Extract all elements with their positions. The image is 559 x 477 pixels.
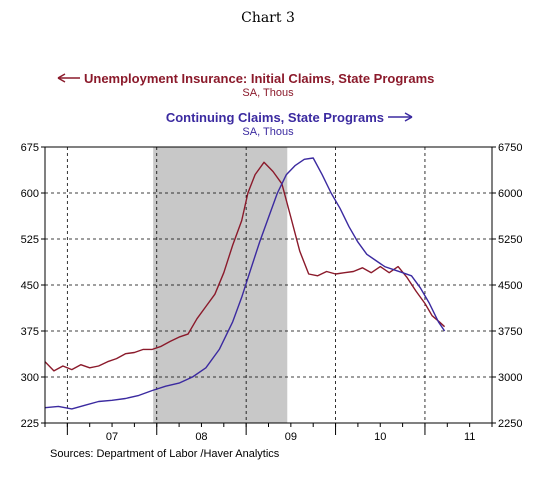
chart-title: Chart 3 <box>241 10 295 26</box>
y-right-tick-label: 2250 <box>498 418 522 430</box>
legend-continuing-claims: Continuing Claims, State Programs SA, Th… <box>166 110 413 138</box>
y-left-tick-label: 450 <box>21 280 39 292</box>
y-left-tick-label: 300 <box>21 372 39 384</box>
x-tick-label: 09 <box>285 431 297 443</box>
series-initial-claims-line <box>44 161 446 372</box>
legend-arrowhead-left <box>57 73 66 83</box>
y-right-tick-label: 6750 <box>498 142 522 154</box>
y-left-tick-label: 675 <box>21 142 39 154</box>
y-right-tick-label: 3000 <box>498 372 522 384</box>
series-continuing-claims-line <box>44 157 446 410</box>
y-right-tick-label: 5250 <box>498 234 522 246</box>
y-right-tick-label: 4500 <box>498 280 522 292</box>
plot-area: 225 300 375 450 525 600 675 2250 3000 3750 4500 525… <box>21 142 523 443</box>
plot-frame <box>44 146 493 424</box>
legend-initial-claims: Unemployment Insurance: Initial Claims, … <box>57 71 434 99</box>
legend-continuing-claims-units: SA, Thous <box>242 126 294 138</box>
x-tick-label: 11 <box>464 431 475 443</box>
legend-arrowhead-right <box>404 112 413 122</box>
legend-initial-claims-label: Unemployment Insurance: Initial Claims, … <box>84 71 434 86</box>
y-left-tick-label: 375 <box>21 326 39 338</box>
y-left-tick-label: 600 <box>21 188 39 200</box>
legend-continuing-claims-label: Continuing Claims, State Programs <box>166 110 384 125</box>
legend-initial-claims-units: SA, Thous <box>242 87 294 99</box>
source-note: Sources: Department of Labor /Haver Anal… <box>50 448 280 460</box>
x-tick-label: 10 <box>374 431 386 443</box>
x-tick-label: 07 <box>106 431 118 443</box>
y-left-tick-label: 225 <box>21 418 39 430</box>
x-tick-label: 08 <box>195 431 207 443</box>
y-left-tick-label: 525 <box>21 234 39 246</box>
y-right-tick-label: 6000 <box>498 188 522 200</box>
y-right-tick-label: 3750 <box>498 326 522 338</box>
